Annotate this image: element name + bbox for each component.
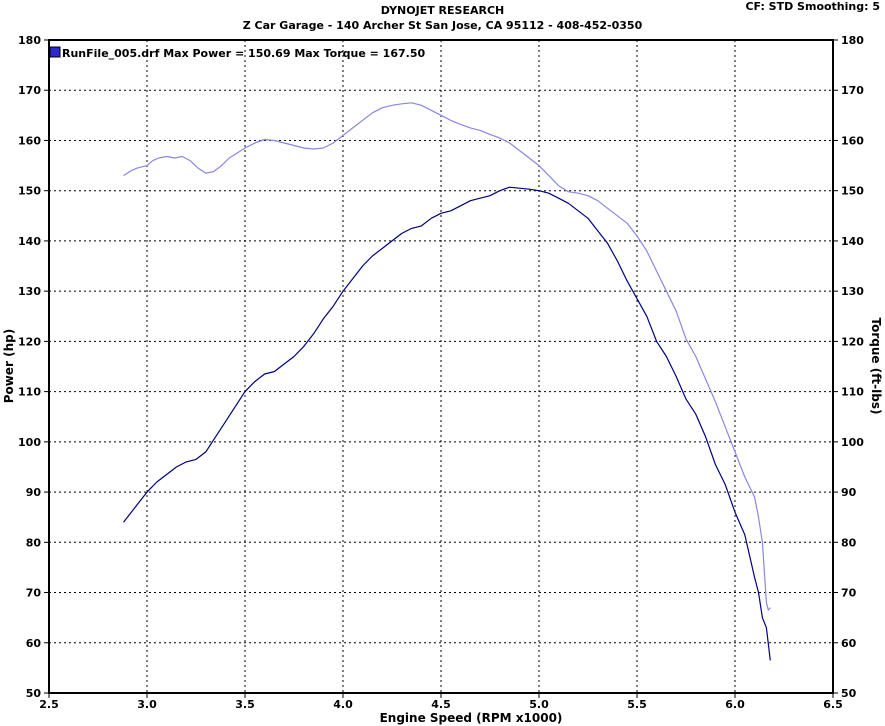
y-tick-label-right: 120 bbox=[841, 335, 864, 348]
legend-text: RunFile_005.drf Max Power = 150.69 Max T… bbox=[62, 47, 425, 60]
y-tick-label-right: 100 bbox=[841, 436, 864, 449]
y-tick-label-left: 130 bbox=[18, 285, 41, 298]
y-tick-label-right: 90 bbox=[841, 486, 857, 499]
y-tick-label-right: 130 bbox=[841, 285, 864, 298]
y-tick-label-left: 100 bbox=[18, 436, 41, 449]
header-subtitle: Z Car Garage - 140 Archer St San Jose, C… bbox=[242, 19, 643, 32]
y-tick-label-right: 140 bbox=[841, 235, 864, 248]
y-tick-label-left: 150 bbox=[18, 185, 41, 198]
y-tick-label-left: 170 bbox=[18, 84, 41, 97]
x-tick-label: 5.5 bbox=[627, 698, 647, 711]
y-tick-label-left: 180 bbox=[18, 34, 41, 47]
x-tick-label: 4.0 bbox=[333, 698, 353, 711]
y-tick-label-left: 70 bbox=[26, 587, 42, 600]
x-tick-label: 6.0 bbox=[725, 698, 745, 711]
y-tick-label-right: 70 bbox=[841, 587, 857, 600]
header-title: DYNOJET RESEARCH bbox=[380, 4, 505, 17]
y-tick-label-right: 50 bbox=[841, 687, 857, 700]
y-tick-label-right: 180 bbox=[841, 34, 864, 47]
header-corner-settings: CF: STD Smoothing: 5 bbox=[745, 0, 880, 13]
y-tick-label-right: 60 bbox=[841, 637, 857, 650]
x-tick-label: 6.5 bbox=[823, 698, 843, 711]
y-tick-label-left: 160 bbox=[18, 134, 41, 147]
y-tick-label-left: 110 bbox=[18, 386, 41, 399]
y-tick-label-right: 110 bbox=[841, 386, 864, 399]
x-tick-label: 2.5 bbox=[39, 698, 59, 711]
y-tick-label-right: 80 bbox=[841, 536, 857, 549]
y-tick-label-left: 90 bbox=[26, 486, 42, 499]
x-tick-label: 5.0 bbox=[529, 698, 549, 711]
x-tick-label: 3.5 bbox=[235, 698, 255, 711]
x-tick-label: 3.0 bbox=[137, 698, 157, 711]
y-tick-label-right: 170 bbox=[841, 84, 864, 97]
torque-curve bbox=[123, 102, 771, 611]
x-axis-title: Engine Speed (RPM x1000) bbox=[380, 711, 563, 725]
y-tick-label-left: 50 bbox=[26, 687, 42, 700]
y-tick-label-left: 120 bbox=[18, 335, 41, 348]
y-tick-label-right: 150 bbox=[841, 185, 864, 198]
y-tick-label-left: 140 bbox=[18, 235, 41, 248]
y-tick-label-left: 60 bbox=[26, 637, 42, 650]
y-tick-label-right: 160 bbox=[841, 134, 864, 147]
legend-swatch bbox=[49, 46, 61, 58]
x-tick-label: 4.5 bbox=[431, 698, 451, 711]
y-tick-label-left: 80 bbox=[26, 536, 42, 549]
power-curve bbox=[123, 186, 771, 661]
